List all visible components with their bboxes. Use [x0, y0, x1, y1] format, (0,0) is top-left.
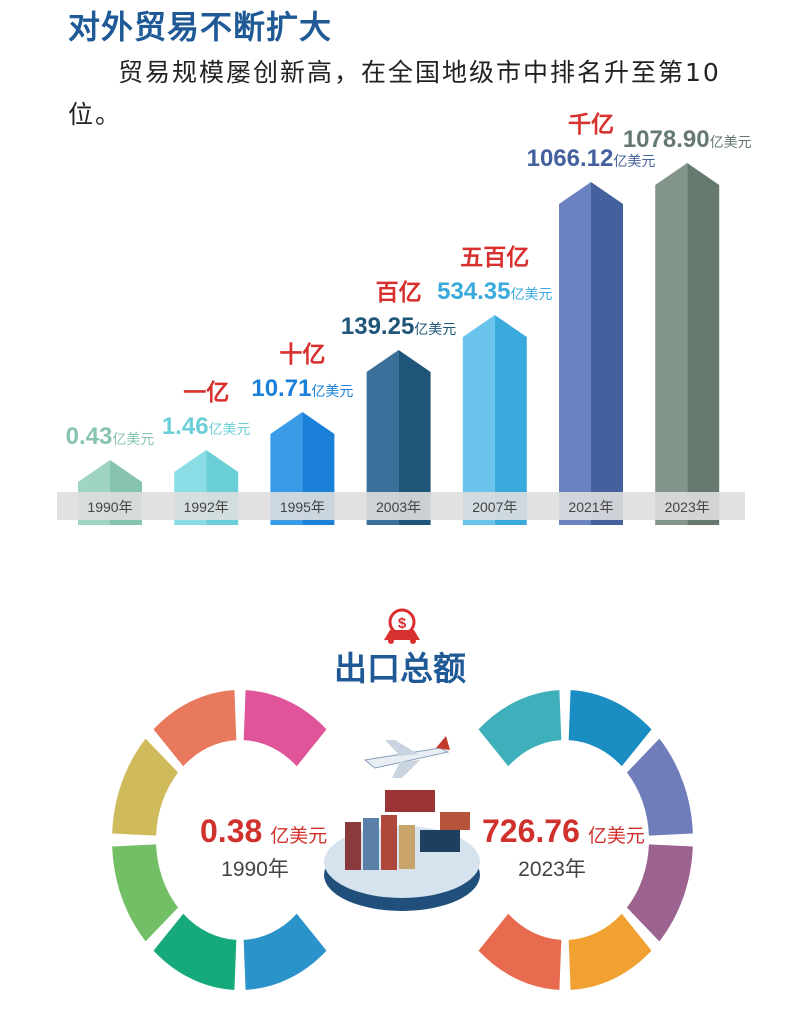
svg-text:$: $: [398, 615, 407, 632]
value-label: 0.43亿美元: [66, 423, 155, 450]
text-part: 亿美元: [588, 825, 645, 847]
year-label: 1995年: [280, 499, 325, 515]
milestone-label: 百亿: [376, 279, 422, 305]
ring-segment: [568, 913, 652, 990]
export-value: 0.38 亿美元: [200, 813, 327, 849]
milestone-label: 一亿: [183, 379, 229, 405]
ring-segment: [153, 913, 237, 990]
year-label: 2007年: [472, 499, 517, 515]
export-year: 2023年: [518, 858, 586, 881]
ring-segment: [626, 844, 693, 942]
bar-left: [366, 350, 399, 525]
text-part: 亿美元: [613, 153, 655, 169]
bar-right: [398, 350, 431, 525]
value-label: 534.35亿美元: [437, 278, 552, 305]
text-part: 1078.90: [623, 126, 710, 153]
bar-chart: [78, 163, 720, 525]
year-label: 1992年: [184, 499, 229, 515]
bar-left: [655, 163, 688, 525]
bar-right: [494, 315, 527, 525]
text-part: 亿美元: [112, 431, 154, 447]
ring-segment: [568, 690, 652, 767]
milestone-label: 五百亿: [460, 244, 529, 270]
section-title: 出口总额: [334, 649, 466, 688]
ring-segment: [626, 738, 693, 836]
text-part: 亿美元: [414, 321, 456, 337]
ring-segment: [112, 844, 179, 942]
text-part: 亿美元: [270, 825, 327, 847]
year-label: 1990年: [87, 499, 132, 515]
text-part: 亿美元: [511, 286, 553, 302]
intro-text: 贸易规模屡创新高，在全国地级市中排名升至第10位。: [68, 58, 721, 129]
text-part: 139.25: [341, 313, 414, 340]
text-part: 10.71: [251, 375, 311, 402]
year-band: [57, 492, 745, 520]
export-value: 726.76 亿美元: [482, 813, 645, 849]
ring-segment: [243, 913, 327, 990]
trade-illustration: [324, 736, 480, 911]
milestone-label: 千亿: [568, 111, 614, 137]
ring-segment: [153, 690, 237, 767]
text-part: 亿美元: [209, 421, 251, 437]
year-label: 2023年: [665, 499, 710, 515]
bar-left: [462, 315, 495, 525]
year-label: 2003年: [376, 499, 421, 515]
money-icon: $: [384, 608, 420, 644]
ring-segment: [112, 738, 179, 836]
export-year: 1990年: [221, 858, 289, 881]
text-part: 0.38: [200, 813, 262, 849]
ring-segment: [243, 690, 327, 767]
bar-right: [591, 182, 623, 525]
text-part: 亿美元: [710, 134, 752, 150]
year-label: 2021年: [568, 499, 613, 515]
value-label: 1066.12亿美元: [527, 145, 656, 172]
text-part: 1066.12: [527, 145, 614, 172]
bar-right: [687, 163, 720, 525]
ring-segment: [478, 913, 562, 990]
ring-segment: [478, 690, 562, 767]
text-part: 534.35: [437, 278, 510, 305]
text-part: 0.43: [66, 423, 113, 450]
value-label: 1078.90亿美元: [623, 126, 752, 153]
text-part: 1.46: [162, 413, 209, 440]
text-part: 亿美元: [311, 383, 353, 399]
milestone-label: 十亿: [279, 341, 325, 367]
value-label: 1.46亿美元: [162, 413, 251, 440]
bar-left: [559, 182, 591, 525]
value-label: 139.25亿美元: [341, 313, 456, 340]
value-label: 10.71亿美元: [251, 375, 353, 402]
section-title: 对外贸易不断扩大: [68, 8, 333, 46]
text-part: 726.76: [482, 813, 580, 849]
